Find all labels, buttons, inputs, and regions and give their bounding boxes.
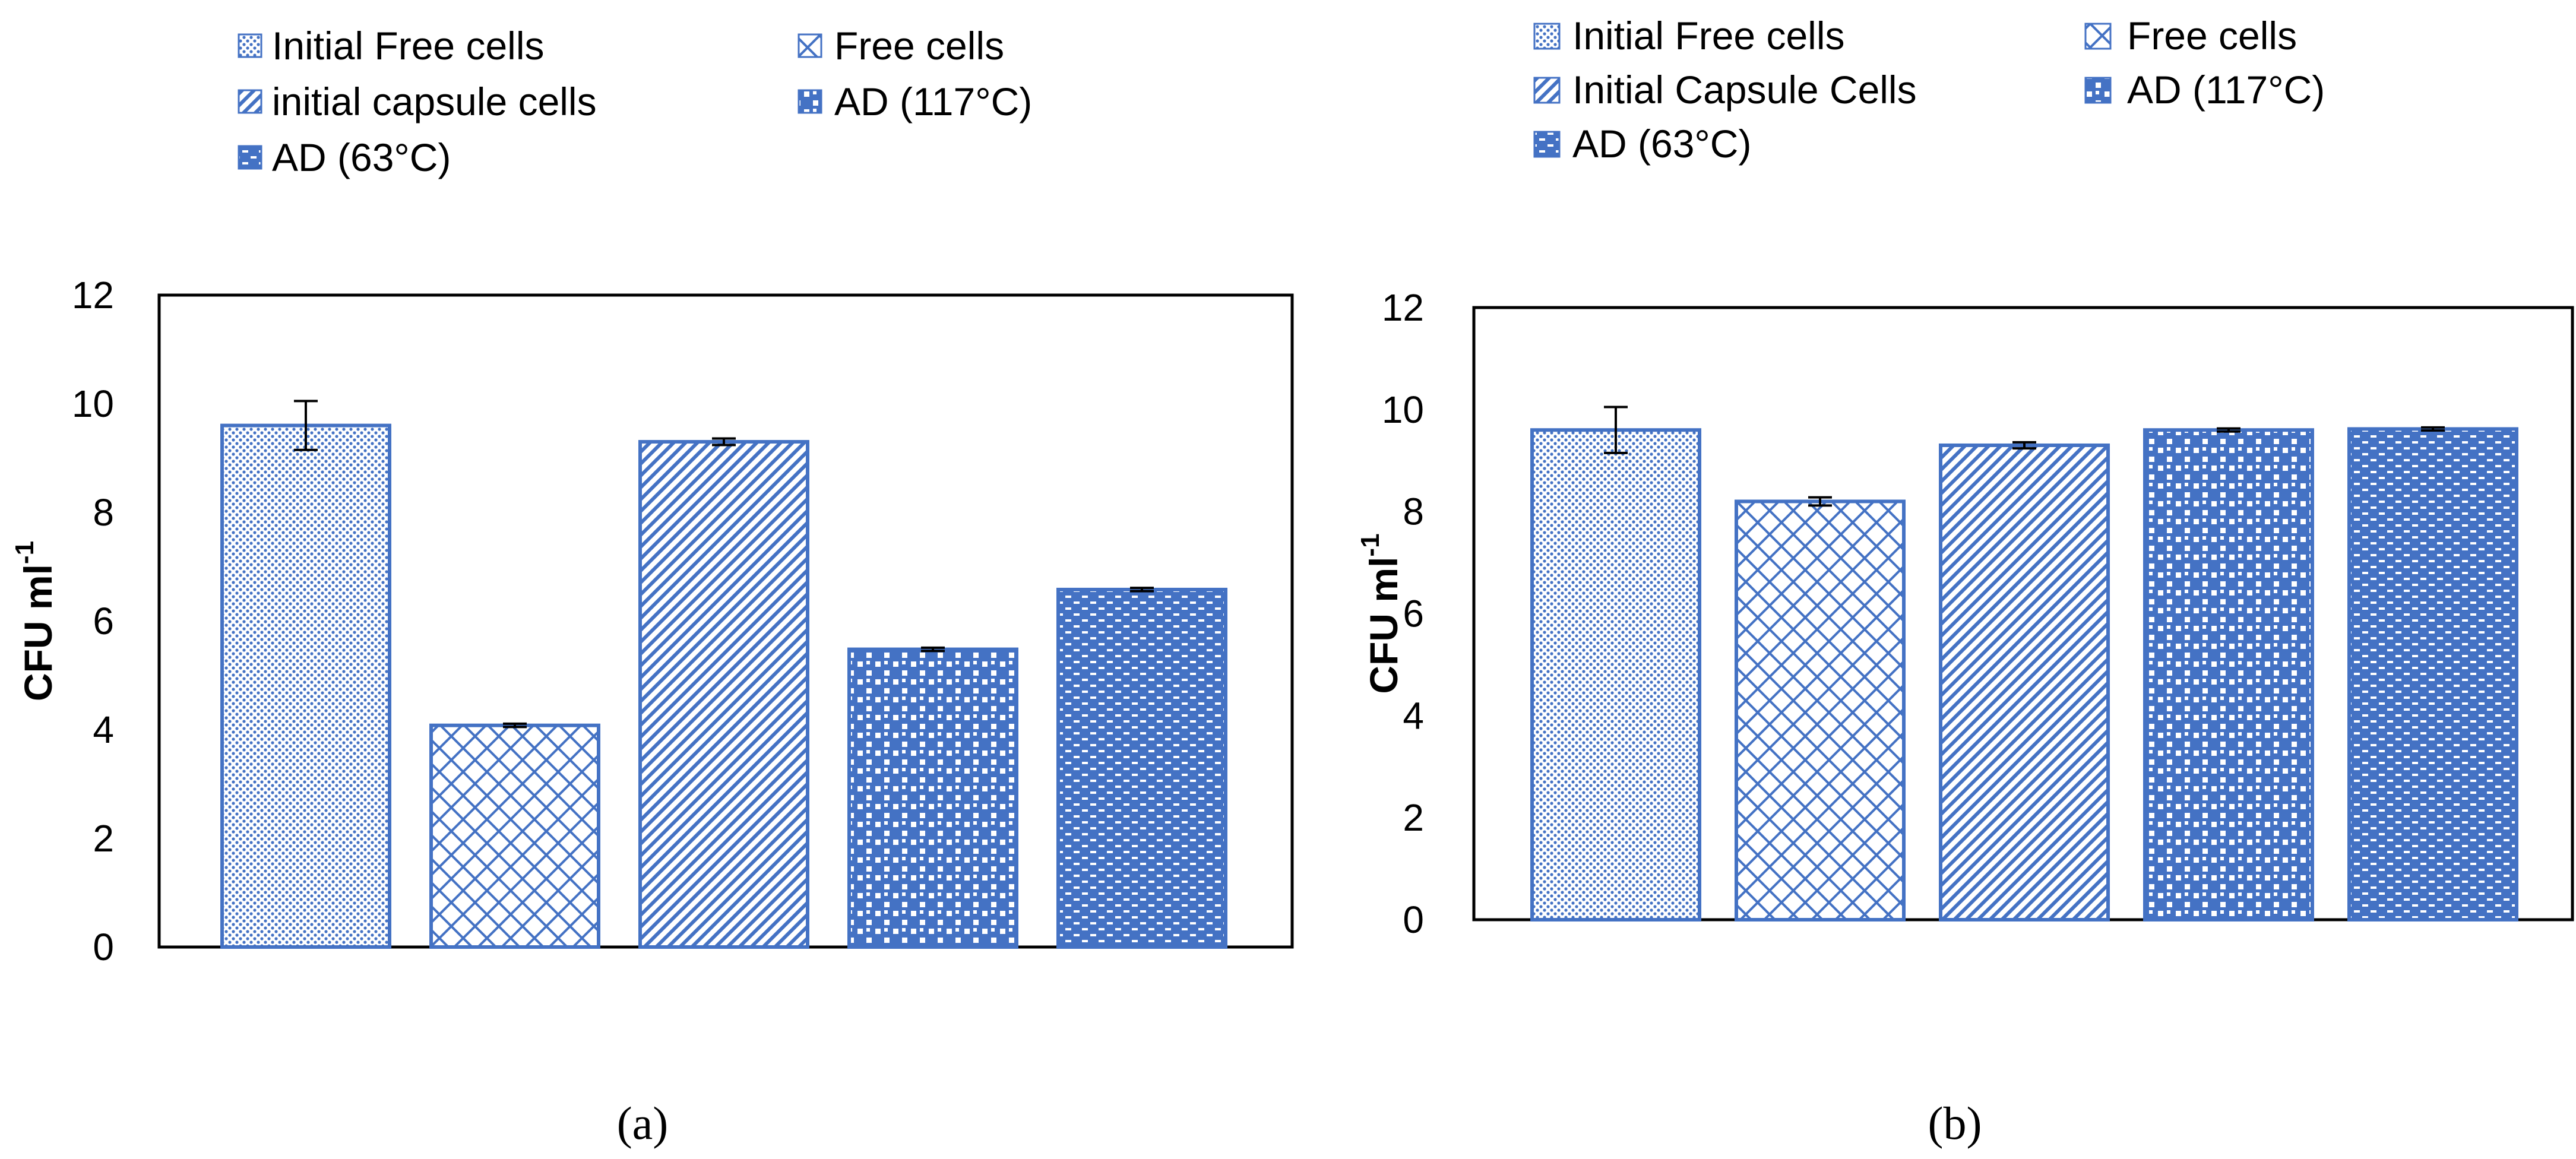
legend-a-swatch-ad-117 [798,89,822,114]
chart-a-y-tick-4: 4 [93,708,114,751]
chart-a-y-tick-2: 2 [93,817,114,860]
legend-a-item-initial-capsule-cells: initial capsule cells [238,80,597,124]
chart-a-y-tick-12: 12 [72,274,114,316]
legend-a-swatch-initial-free-cells [238,33,262,58]
chart-a-y-tick-6: 6 [93,600,114,642]
chart-a-error-bar-ad-63-c [1130,587,1154,593]
chart-b-bar-initial-capsule-cells [1939,443,2110,922]
chart-a-error-bar-initial-capsule-cells [712,437,736,446]
legend-b-swatch-free-cells [2084,23,2112,50]
chart-a-bar-ad-63-c [1056,587,1227,949]
legend-b-label-initial-capsule-cells: Initial Capsule Cells [1572,68,1917,112]
chart-b-y-tick-12: 12 [1382,286,1424,329]
legend-a-label-ad-63: AD (63°C) [272,135,451,179]
chart-b-bar-ad-117-c [2143,428,2314,922]
chart-b-y-tick-2: 2 [1403,796,1424,839]
legend-a-item-initial-free-cells: Initial Free cells [238,24,545,68]
legend-a-swatch-ad-63 [238,145,262,170]
chart-b-error-bars [1604,406,2445,507]
legend-b-swatch-initial-free-cells [1533,23,1561,50]
chart-a-plot-area: 0 2 4 6 8 10 12 [72,274,1294,968]
chart-a-y-ticks: 0 2 4 6 8 10 12 [72,274,114,968]
chart-b-panel-label: (b) [1928,1097,1982,1149]
chart-a-error-bar-free-cells [503,722,527,729]
chart-a-bar-free-cells [429,723,600,949]
chart-b-plot-area: 0 2 4 6 8 10 12 [1382,286,2574,941]
chart-b-error-bar-initial-free-cells [1604,406,1628,454]
chart-b-y-tick-0: 0 [1403,898,1424,941]
chart-b-error-bar-initial-capsule-cells [2012,441,2036,450]
panel-a: Initial Free cells Free cells initial ca… [10,24,1294,1149]
chart-b-y-ticks: 0 2 4 6 8 10 12 [1382,286,1424,941]
chart-a-bar-ad-117-c [847,647,1018,949]
legend-a-label-ad-117: AD (117°C) [834,80,1032,124]
legend-b-item-free-cells: Free cells [2084,14,2297,58]
legend-b-swatch-ad-63 [1533,131,1561,158]
chart-b-y-axis-label-main: CFU ml [1362,557,1406,694]
legend-a-label-free-cells: Free cells [834,24,1004,68]
legend-a-label-initial-free-cells: Initial Free cells [272,24,545,68]
legend-a: Initial Free cells Free cells initial ca… [238,24,1032,179]
chart-b-bar-ad-63-c [2347,427,2518,922]
chart-b-error-bar-free-cells [1808,496,1832,507]
chart-b-y-tick-6: 6 [1403,593,1424,635]
chart-b-y-tick-8: 8 [1403,490,1424,533]
legend-a-item-free-cells: Free cells [798,24,1004,68]
chart-b-y-axis-label-sup: -1 [1356,533,1385,556]
chart-b-y-tick-4: 4 [1403,694,1424,737]
chart-a-y-tick-0: 0 [93,926,114,968]
panel-b: Initial Free cells Free cells Initial Ca… [1356,14,2574,1149]
chart-a-y-axis-label: CFU ml-1 [10,541,61,701]
chart-a-y-tick-10: 10 [72,382,114,425]
chart-a-error-bar-ad-117-c [921,646,945,653]
chart-a-error-bar-initial-free-cells [294,400,318,451]
legend-b-label-free-cells: Free cells [2127,14,2297,58]
legend-b-item-ad-63: AD (63°C) [1533,122,1751,166]
legend-b-label-initial-free-cells: Initial Free cells [1572,14,1845,58]
chart-b-bars [1530,427,2518,922]
chart-a-y-axis-label-main: CFU ml [16,564,60,701]
legend-b-label-ad-117: AD (117°C) [2127,68,2325,112]
chart-b-y-tick-10: 10 [1382,388,1424,431]
chart-a-y-tick-8: 8 [93,491,114,534]
legend-a-label-initial-capsule-cells: initial capsule cells [272,80,597,124]
legend-a-item-ad-63: AD (63°C) [238,135,451,179]
chart-b-bar-free-cells [1735,499,1906,922]
chart-a-bars [220,423,1227,949]
chart-b-error-bar-ad-63-c [2421,426,2445,432]
chart-a-bar-initial-capsule-cells [638,440,809,949]
legend-b-swatch-initial-capsule-cells [1533,77,1561,104]
legend-b-swatch-ad-117 [2084,77,2112,104]
legend-b-item-initial-free-cells: Initial Free cells [1533,14,1845,58]
legend-a-swatch-free-cells [798,33,822,58]
legend-a-item-ad-117: AD (117°C) [798,80,1032,124]
chart-a-panel-label: (a) [617,1097,669,1149]
chart-a-error-bars [294,400,1154,729]
legend-b-item-initial-capsule-cells: Initial Capsule Cells [1533,68,1917,112]
chart-a-y-axis-label-sup: -1 [10,541,39,564]
legend-b-item-ad-117: AD (117°C) [2084,68,2325,112]
legend-a-swatch-initial-capsule-cells [238,89,262,114]
chart-b-error-bar-ad-117-c [2217,427,2240,433]
chart-b-bar-initial-free-cells [1530,428,1701,922]
chart-b-y-axis-label: CFU ml-1 [1356,533,1406,694]
legend-b-label-ad-63: AD (63°C) [1572,122,1751,166]
legend-b: Initial Free cells Free cells Initial Ca… [1533,14,2325,166]
chart-a-bar-initial-free-cells [220,423,391,949]
